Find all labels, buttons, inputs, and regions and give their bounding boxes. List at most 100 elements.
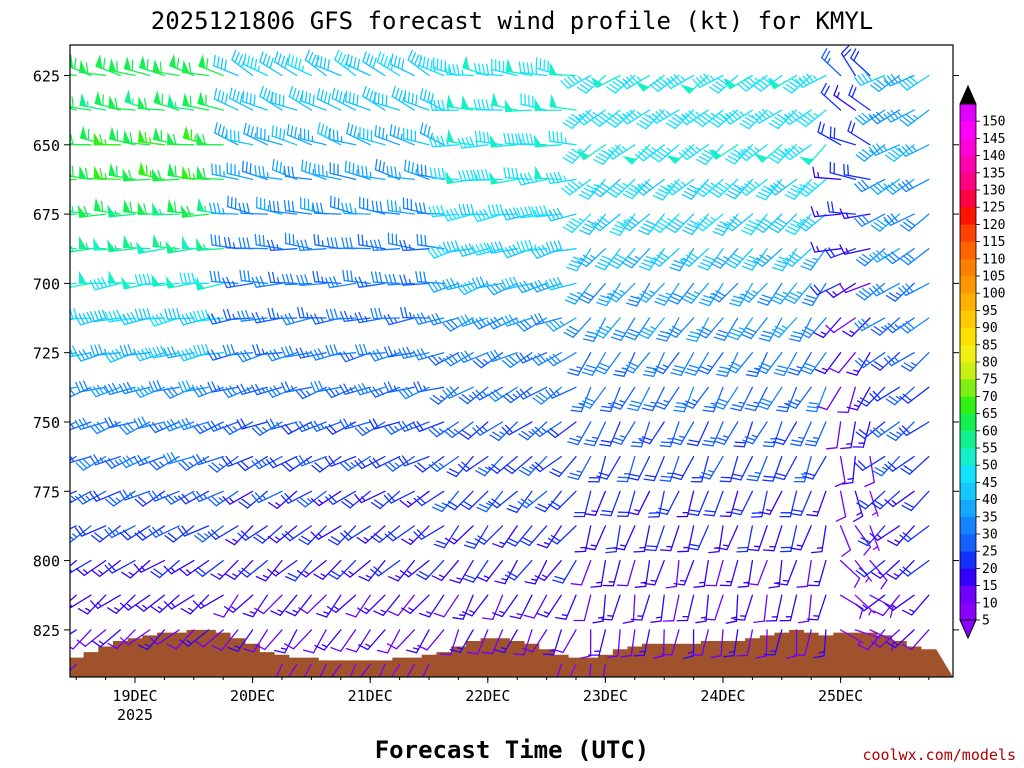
wind-barb <box>223 594 254 614</box>
wind-barb <box>198 54 224 77</box>
wind-barb <box>150 594 180 614</box>
wind-barb <box>719 490 739 517</box>
wind-barb <box>509 594 533 620</box>
wind-barb <box>524 559 548 585</box>
wind-barb <box>772 421 798 446</box>
wind-barb <box>899 525 930 543</box>
wind-barb <box>401 525 430 546</box>
wind-barb <box>254 594 283 615</box>
wind-barb <box>296 490 327 508</box>
colorbar-tick-label: 45 <box>982 476 998 491</box>
wind-barb <box>604 144 636 160</box>
wind-barb <box>285 559 313 582</box>
wind-barb <box>89 454 121 466</box>
wind-barb <box>517 133 548 146</box>
wind-barb <box>211 163 239 181</box>
wind-barb <box>325 276 357 289</box>
wind-barb <box>741 248 768 271</box>
wind-barb <box>341 202 371 215</box>
wind-barb <box>666 317 695 338</box>
wind-barb <box>633 629 651 657</box>
wind-barb <box>403 159 430 181</box>
wind-barb <box>713 317 739 341</box>
wind-barb <box>192 490 224 503</box>
wind-barb <box>654 282 680 306</box>
wind-barb <box>733 594 754 621</box>
terrain-area <box>70 629 953 677</box>
wind-barb <box>796 559 812 588</box>
wind-barb <box>70 490 77 495</box>
wind-barb <box>459 421 489 440</box>
wind-barb <box>412 348 445 361</box>
wind-barb <box>727 317 754 341</box>
wind-barb <box>427 352 460 366</box>
wind-barb <box>545 352 577 367</box>
wind-barb <box>765 594 783 622</box>
wind-barb <box>579 386 607 409</box>
wind-barb <box>341 237 371 250</box>
wind-barb <box>70 421 77 426</box>
wind-barb <box>639 421 665 445</box>
wind-barb <box>898 282 930 297</box>
wind-barb <box>788 317 812 342</box>
wind-barb <box>501 421 533 436</box>
wind-barb <box>549 62 577 77</box>
wind-barb <box>591 213 621 232</box>
wind-barb <box>649 74 680 92</box>
wind-barb <box>148 380 180 393</box>
wind-barb <box>857 525 886 547</box>
wind-barb <box>739 109 768 130</box>
wind-barb <box>70 663 77 672</box>
wind-barb <box>573 594 592 622</box>
wind-barb <box>196 165 224 181</box>
wind-barb <box>548 490 577 511</box>
wind-barb <box>854 109 886 126</box>
wind-barb <box>505 58 533 77</box>
wind-barb <box>708 109 739 128</box>
wind-barb <box>493 629 518 654</box>
wind-barb <box>329 162 357 181</box>
terrain <box>70 629 953 677</box>
wind-barb <box>472 421 504 436</box>
wind-barb <box>283 199 313 215</box>
wind-barb <box>570 386 592 413</box>
wind-barb <box>716 525 739 551</box>
wind-barb <box>590 74 621 89</box>
wind-barb <box>693 559 709 588</box>
wind-barb <box>501 314 533 327</box>
wind-barb <box>855 559 886 578</box>
wind-barb <box>725 594 739 624</box>
wind-barb <box>178 380 210 393</box>
colorbar-tick-label: 145 <box>982 132 1005 147</box>
wind-barb <box>545 386 577 399</box>
wind-barb <box>389 124 415 146</box>
wind-barb <box>22 92 47 110</box>
wind-barb <box>643 455 665 482</box>
wind-barb <box>682 386 709 409</box>
wind-barb <box>398 455 430 467</box>
wind-barb <box>472 386 504 401</box>
wind-barb <box>847 120 871 146</box>
wind-barb <box>228 87 254 111</box>
wind-barb <box>266 239 298 252</box>
wind-barb <box>255 559 283 582</box>
wind-barb <box>855 282 886 301</box>
wind-barb <box>207 381 239 393</box>
wind-barb <box>238 490 268 509</box>
wind-barb <box>607 629 621 659</box>
x-tick-label: 20DEC <box>230 687 275 705</box>
wind-barb <box>789 421 812 447</box>
wind-barb <box>584 490 607 516</box>
wind-barb <box>767 74 798 90</box>
wind-barb <box>653 352 680 375</box>
wind-barb <box>149 629 180 646</box>
wind-barb <box>148 345 180 359</box>
wind-barb <box>415 271 445 285</box>
wind-barb <box>163 451 195 465</box>
wind-barb <box>662 594 680 622</box>
wind-barb <box>433 525 460 549</box>
wind-barb <box>578 282 607 304</box>
wind-barb <box>834 455 846 488</box>
wind-barb <box>70 282 77 285</box>
